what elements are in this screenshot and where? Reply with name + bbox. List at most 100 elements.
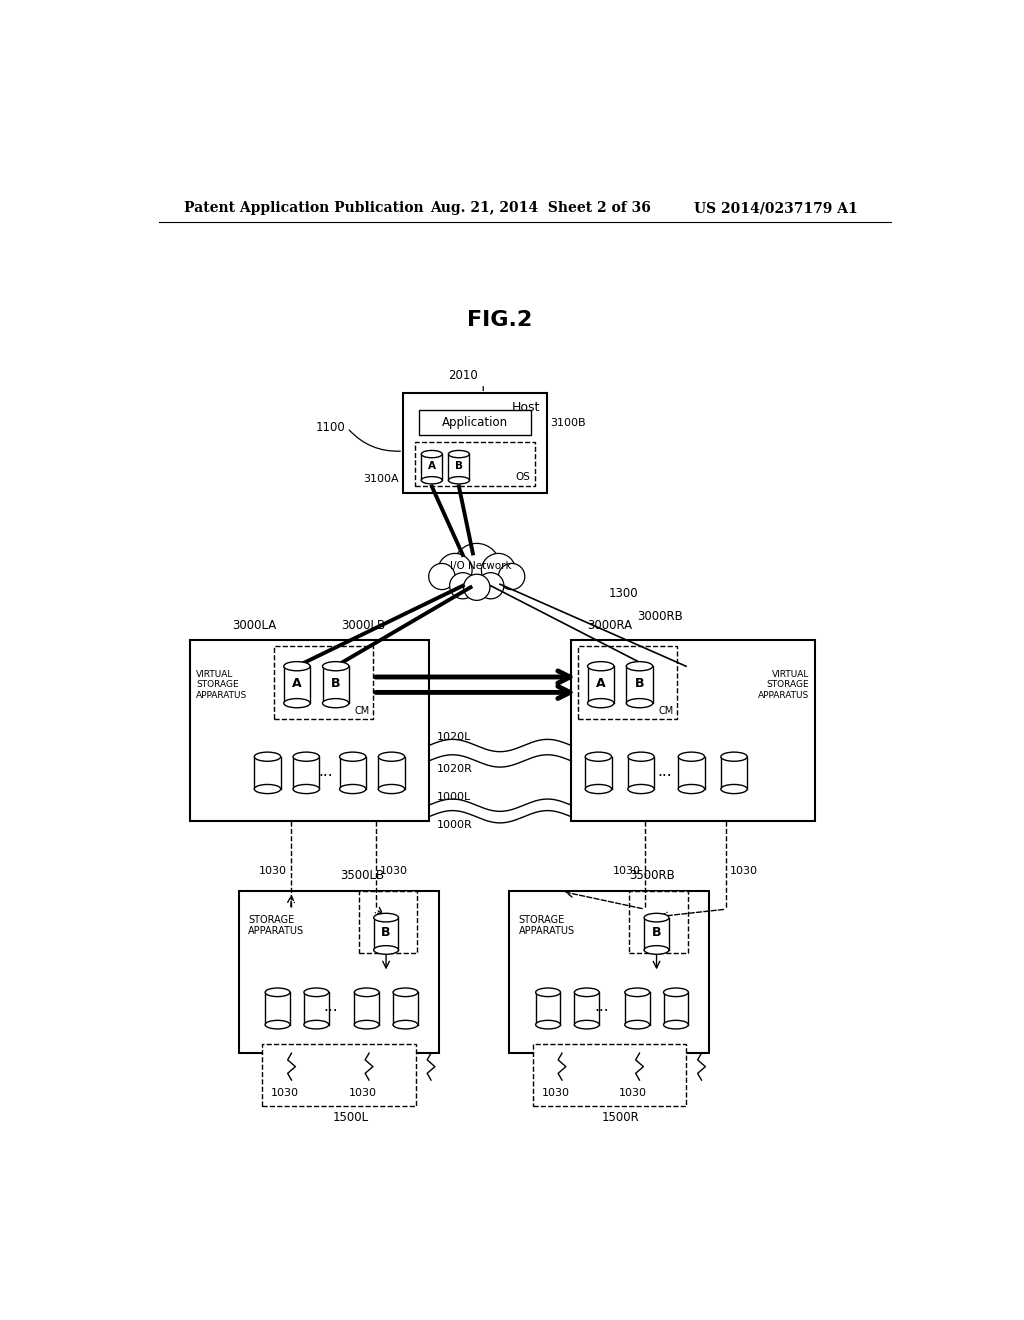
Bar <box>630 891 687 953</box>
Ellipse shape <box>421 450 442 458</box>
Text: B: B <box>635 677 644 689</box>
Ellipse shape <box>588 698 614 708</box>
Ellipse shape <box>536 1020 560 1030</box>
Text: B: B <box>652 925 662 939</box>
Bar <box>284 667 310 704</box>
Text: VIRTUAL
STORAGE
APPARATUS: VIRTUAL STORAGE APPARATUS <box>197 669 248 700</box>
Text: 1000L: 1000L <box>436 792 471 803</box>
Text: 3000RA: 3000RA <box>587 619 632 632</box>
Text: 3000LA: 3000LA <box>232 619 276 632</box>
Ellipse shape <box>304 987 329 997</box>
Bar <box>721 756 748 789</box>
Bar <box>588 667 614 704</box>
Text: Patent Application Publication: Patent Application Publication <box>183 202 424 215</box>
Text: A: A <box>292 677 302 689</box>
Bar <box>323 667 349 704</box>
Text: 2010: 2010 <box>449 368 478 381</box>
Ellipse shape <box>449 477 469 484</box>
Ellipse shape <box>588 661 614 671</box>
Ellipse shape <box>378 752 404 762</box>
Text: 1020L: 1020L <box>436 733 471 742</box>
Text: 1500R: 1500R <box>602 1111 640 1123</box>
Bar <box>415 442 535 487</box>
Ellipse shape <box>627 698 652 708</box>
Bar <box>664 993 688 1024</box>
Text: VIRTUAL
STORAGE
APPARATUS: VIRTUAL STORAGE APPARATUS <box>758 669 809 700</box>
Ellipse shape <box>664 987 688 997</box>
Text: 1030: 1030 <box>259 866 287 875</box>
Ellipse shape <box>536 987 560 997</box>
Ellipse shape <box>374 913 398 921</box>
Bar <box>578 645 677 719</box>
Text: 1020R: 1020R <box>436 764 472 774</box>
Bar <box>586 756 611 789</box>
Text: B: B <box>331 677 340 689</box>
Bar <box>273 645 373 719</box>
Bar <box>403 393 547 494</box>
Bar <box>340 756 366 789</box>
Circle shape <box>450 573 476 599</box>
Bar <box>628 756 654 789</box>
Text: A: A <box>428 461 436 471</box>
Circle shape <box>438 553 472 587</box>
Ellipse shape <box>254 752 281 762</box>
Text: CM: CM <box>658 706 674 715</box>
Text: A: A <box>596 677 605 689</box>
Text: CM: CM <box>354 706 370 715</box>
Text: 1030: 1030 <box>730 866 758 875</box>
Text: 3500RB: 3500RB <box>629 869 675 882</box>
Bar <box>262 1044 416 1106</box>
Ellipse shape <box>378 784 404 793</box>
Ellipse shape <box>354 987 379 997</box>
Text: 3100A: 3100A <box>364 474 399 483</box>
Bar <box>378 756 404 789</box>
Text: B: B <box>381 925 391 939</box>
Text: STORAGE
APPARATUS: STORAGE APPARATUS <box>518 915 574 936</box>
Ellipse shape <box>628 784 654 793</box>
Ellipse shape <box>265 1020 290 1030</box>
Text: 3500LB: 3500LB <box>340 869 384 882</box>
Text: 1030: 1030 <box>271 1088 299 1098</box>
Ellipse shape <box>340 784 366 793</box>
Ellipse shape <box>421 477 442 484</box>
Bar <box>419 411 531 434</box>
Circle shape <box>429 564 455 590</box>
Bar <box>354 993 379 1024</box>
Text: Aug. 21, 2014  Sheet 2 of 36: Aug. 21, 2014 Sheet 2 of 36 <box>430 202 651 215</box>
Ellipse shape <box>293 784 319 793</box>
Text: I/O Network: I/O Network <box>450 561 511 572</box>
Ellipse shape <box>627 661 652 671</box>
Text: STORAGE
APPARATUS: STORAGE APPARATUS <box>248 915 304 936</box>
Ellipse shape <box>574 987 599 997</box>
Text: Host: Host <box>512 400 541 413</box>
Text: ...: ... <box>594 999 609 1015</box>
Bar <box>678 756 705 789</box>
Text: 3000LB: 3000LB <box>341 619 385 632</box>
Bar <box>374 917 398 950</box>
Bar <box>627 667 652 704</box>
Bar <box>644 917 669 950</box>
Bar <box>239 891 438 1053</box>
Ellipse shape <box>644 945 669 954</box>
Bar <box>304 993 329 1024</box>
Text: FIG.2: FIG.2 <box>467 310 532 330</box>
Ellipse shape <box>574 1020 599 1030</box>
Text: B: B <box>455 461 463 471</box>
Circle shape <box>454 544 500 590</box>
Ellipse shape <box>374 945 398 954</box>
Circle shape <box>464 574 489 601</box>
Ellipse shape <box>628 752 654 762</box>
Text: 1030: 1030 <box>613 866 641 875</box>
Text: OS: OS <box>515 471 530 482</box>
Bar <box>190 640 429 821</box>
Ellipse shape <box>586 784 611 793</box>
Text: 1030: 1030 <box>380 866 408 875</box>
Ellipse shape <box>284 698 310 708</box>
Ellipse shape <box>293 752 319 762</box>
Ellipse shape <box>393 1020 418 1030</box>
Text: ...: ... <box>324 999 338 1015</box>
Ellipse shape <box>664 1020 688 1030</box>
Ellipse shape <box>323 698 349 708</box>
Bar <box>571 640 815 821</box>
Ellipse shape <box>678 752 705 762</box>
